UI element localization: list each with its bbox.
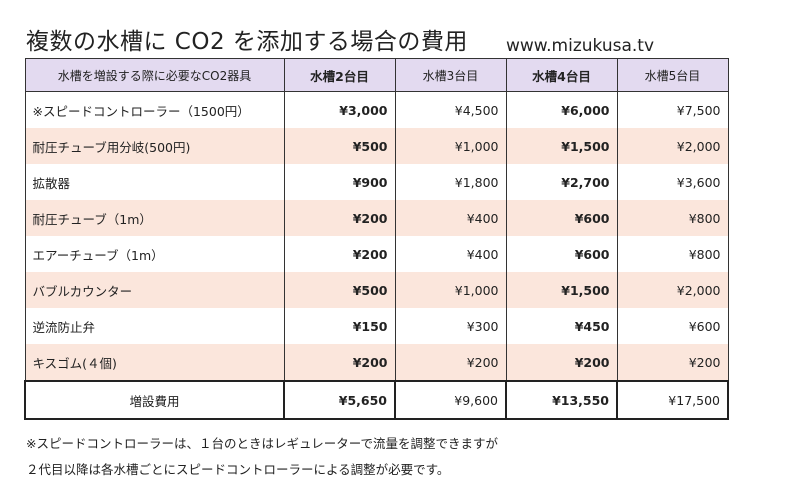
total-row: 増設費用 ¥5,650 ¥9,600 ¥13,550 ¥17,500 (24, 380, 729, 420)
cost-tank-5: ¥3,600 (616, 164, 729, 200)
cost-tank-5: ¥800 (616, 236, 729, 272)
item-name: 耐圧チューブ用分岐(500円) (24, 128, 285, 164)
cost-tank-4: ¥1,500 (505, 272, 618, 308)
cost-tank-2: ¥500 (283, 128, 396, 164)
cost-tank-3: ¥400 (394, 200, 507, 236)
table-row: バブルカウンター ¥500 ¥1,000 ¥1,500 ¥2,000 (24, 272, 729, 308)
cost-tank-5: ¥800 (616, 200, 729, 236)
cost-tank-2: ¥150 (283, 308, 396, 344)
cost-tank-3: ¥1,000 (394, 272, 507, 308)
cost-tank-3: ¥1,000 (394, 128, 507, 164)
cost-tank-2: ¥200 (283, 344, 396, 381)
total-tank-5: ¥17,500 (616, 380, 729, 420)
cost-tank-5: ¥2,000 (616, 128, 729, 164)
cost-tank-4: ¥200 (505, 344, 618, 381)
site-url: www.mizukusa.tv (506, 36, 655, 56)
item-name: キスゴム(４個) (24, 344, 285, 381)
cost-tank-2: ¥500 (283, 272, 396, 308)
cost-tank-2: ¥200 (283, 200, 396, 236)
header-tank-3: 水槽3台目 (394, 58, 507, 92)
header-tank-2: 水槽2台目 (283, 58, 396, 92)
table-row: 耐圧チューブ用分岐(500円) ¥500 ¥1,000 ¥1,500 ¥2,00… (24, 128, 729, 164)
header-row: 水槽を増設する際に必要なCO2器具 水槽2台目 水槽3台目 水槽4台目 水槽5台… (24, 58, 729, 92)
total-tank-3: ¥9,600 (394, 380, 507, 420)
header-item: 水槽を増設する際に必要なCO2器具 (24, 58, 285, 92)
cost-tank-3: ¥4,500 (394, 91, 507, 128)
item-name: エアーチューブ（1m） (24, 236, 285, 272)
table-row: キスゴム(４個) ¥200 ¥200 ¥200 ¥200 (24, 344, 729, 381)
footnote-line-2: ２代目以降は各水槽ごとにスピードコントローラーによる調整が必要です。 (26, 462, 450, 477)
table-row: 耐圧チューブ（1m） ¥200 ¥400 ¥600 ¥800 (24, 200, 729, 236)
cost-tank-2: ¥900 (283, 164, 396, 200)
cost-tank-5: ¥600 (616, 308, 729, 344)
cost-tank-3: ¥400 (394, 236, 507, 272)
header-tank-5: 水槽5台目 (616, 58, 729, 92)
cost-tank-2: ¥3,000 (283, 91, 396, 128)
footnote-line-1: ※スピードコントローラーは、１台のときはレギュレーターで流量を調整できますが (26, 436, 498, 451)
cost-tank-4: ¥600 (505, 236, 618, 272)
cost-tank-5: ¥200 (616, 344, 729, 381)
cost-tank-4: ¥1,500 (505, 128, 618, 164)
item-name: 逆流防止弁 (24, 308, 285, 344)
cost-tank-4: ¥600 (505, 200, 618, 236)
table-row: ※スピードコントローラー（1500円） ¥3,000 ¥4,500 ¥6,000… (24, 91, 729, 128)
header-tank-4: 水槽4台目 (505, 58, 618, 92)
cost-tank-4: ¥6,000 (505, 91, 618, 128)
total-tank-4: ¥13,550 (505, 380, 618, 420)
cost-tank-4: ¥450 (505, 308, 618, 344)
cost-tank-5: ¥7,500 (616, 91, 729, 128)
cost-tank-5: ¥2,000 (616, 272, 729, 308)
table-row: 拡散器 ¥900 ¥1,800 ¥2,700 ¥3,600 (24, 164, 729, 200)
page-title: 複数の水槽に CO2 を添加する場合の費用 (26, 29, 468, 55)
cost-tank-3: ¥1,800 (394, 164, 507, 200)
total-tank-2: ¥5,650 (283, 380, 396, 420)
item-name: ※スピードコントローラー（1500円） (24, 91, 285, 128)
cost-tank-2: ¥200 (283, 236, 396, 272)
item-name: 耐圧チューブ（1m） (24, 200, 285, 236)
cost-tank-4: ¥2,700 (505, 164, 618, 200)
total-label: 増設費用 (24, 380, 285, 420)
cost-table: 水槽を増設する際に必要なCO2器具 水槽2台目 水槽3台目 水槽4台目 水槽5台… (24, 58, 729, 420)
table-row: エアーチューブ（1m） ¥200 ¥400 ¥600 ¥800 (24, 236, 729, 272)
item-name: 拡散器 (24, 164, 285, 200)
item-name: バブルカウンター (24, 272, 285, 308)
cost-tank-3: ¥200 (394, 344, 507, 381)
cost-tank-3: ¥300 (394, 308, 507, 344)
table-row: 逆流防止弁 ¥150 ¥300 ¥450 ¥600 (24, 308, 729, 344)
